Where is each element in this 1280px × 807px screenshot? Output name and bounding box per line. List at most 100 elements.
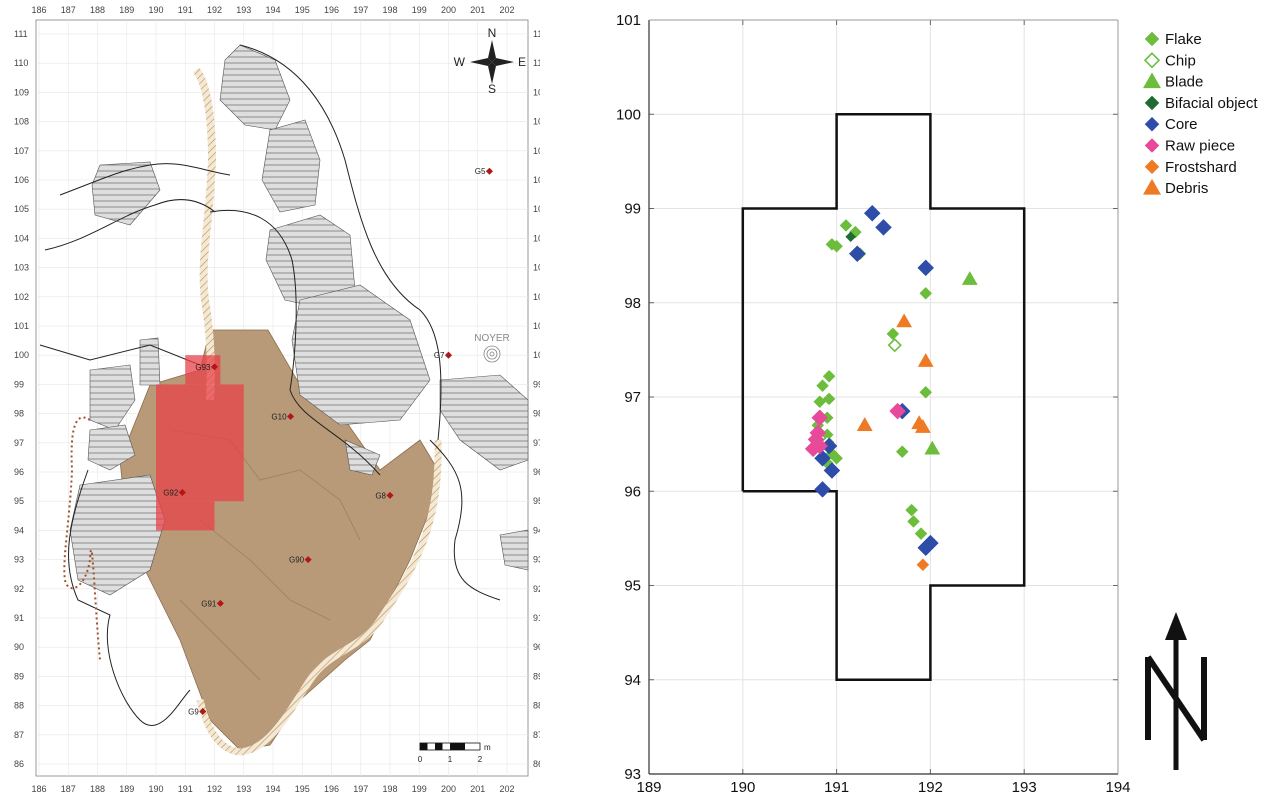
map-y-tick-label: 99: [14, 379, 24, 389]
north-arrow-icon: [1145, 612, 1207, 770]
data-point: [830, 239, 843, 253]
map-y-tick-label: 104: [533, 233, 540, 243]
map-y-tick-label: 90: [14, 642, 24, 652]
map-y-tick-label: 95: [14, 496, 24, 506]
map-y-tick-label: 92: [14, 584, 24, 594]
data-point: [848, 245, 866, 263]
y-tick-label: 99: [624, 201, 641, 218]
legend-marker: [1143, 52, 1161, 69]
legend-marker: [1144, 159, 1160, 175]
data-point: [830, 451, 843, 465]
map-x-ticks-top: 186 187 188 189 190 191 192 193 194 195 196 197 198 1…: [31, 5, 514, 15]
site-map-canvas: 186 187 188 189 190 191 192 193 194 195 196 197 198 1…: [14, 5, 548, 794]
map-x-tick-label: 197: [353, 5, 368, 15]
map-point-marker: [444, 351, 453, 359]
scale-bar: 0 1 2 m: [418, 742, 491, 764]
site-map: 186 187 188 189 190 191 192 193 194 195 196 197 198 1…: [0, 0, 548, 802]
map-y-tick-label: 102: [533, 292, 540, 302]
map-point-label: G90: [289, 556, 305, 565]
data-point: [875, 218, 892, 236]
legend-marker: [1143, 178, 1161, 195]
map-y-tick-label: 97: [533, 438, 540, 448]
map-point-label: G9: [188, 707, 199, 716]
excavation-squares: [156, 355, 244, 531]
artifact-plot-canvas: 189 190 191 192 193 194 93949596979899100101 …: [616, 12, 1258, 796]
data-point: [917, 259, 935, 277]
map-y-tick-label: 105: [533, 204, 540, 214]
data-point: [915, 419, 931, 433]
map-y-tick-label: 94: [533, 525, 540, 535]
map-x-tick-label: 191: [178, 5, 193, 15]
data-point: [919, 385, 933, 399]
map-y-tick-label: 87: [14, 730, 24, 740]
legend-marker: [1144, 138, 1160, 153]
y-tick-label: 96: [624, 483, 641, 500]
excavation-square: [156, 501, 215, 531]
map-y-tick-label: 102: [14, 292, 29, 302]
map-y-tick-label: 98: [14, 409, 24, 419]
data-point: [905, 503, 918, 517]
map-point-label: G8: [375, 491, 386, 500]
legend-label: Frostshard: [1165, 159, 1237, 176]
data-point: [895, 445, 909, 459]
y-axis-labels: 93 94 95 96 97 98 99 100 101: [616, 12, 641, 783]
legend-marker: [1144, 95, 1160, 111]
map-point-marker: [216, 599, 224, 607]
plot-axes: [648, 19, 1119, 775]
legend-marker: [1144, 31, 1160, 47]
map-x-tick-label: 195: [295, 5, 310, 15]
map-x-tick-label: 187: [61, 5, 76, 15]
map-point-marker: [210, 363, 219, 371]
data-point: [914, 527, 928, 541]
map-x-tick-label: 197: [353, 784, 368, 794]
map-y-tick-label: 89: [533, 671, 540, 681]
legend-label: Debris: [1165, 180, 1208, 197]
legend-label: Bifacial object: [1165, 95, 1258, 112]
map-y-tick-label: 93: [533, 555, 540, 565]
map-x-tick-label: 186: [31, 784, 46, 794]
map-x-tick-label: 193: [236, 5, 251, 15]
cliff-lines: [39, 44, 501, 727]
data-point: [856, 417, 873, 431]
x-axis-labels: 189 190 191 192 193 194: [636, 779, 1130, 796]
data-point: [839, 219, 853, 232]
map-point-label: G5: [475, 167, 486, 176]
map-x-tick-label: 195: [295, 784, 310, 794]
x-tick-label: 194: [1105, 779, 1130, 796]
compass-e-label: E: [518, 55, 526, 69]
map-x-tick-label: 200: [441, 5, 456, 15]
map-y-tick-label: 107: [14, 146, 29, 156]
y-tick-label: 94: [624, 672, 641, 689]
map-x-ticks-bottom: 186 187 188 189 190 191 192 193 194 195 196 197 198 1…: [31, 784, 514, 794]
map-y-tick-label: 103: [14, 263, 29, 273]
data-point: [924, 440, 941, 455]
map-y-tick-label: 91: [14, 613, 24, 623]
map-y-tick-label: 105: [14, 204, 29, 214]
map-point-marker: [304, 556, 312, 564]
excavation-square: [156, 384, 244, 502]
map-point-marker: [199, 707, 207, 715]
x-tick-label: 190: [730, 779, 755, 796]
map-x-tick-label: 194: [265, 5, 280, 15]
map-y-tick-label: 107: [533, 146, 540, 156]
map-y-tick-label: 106: [14, 175, 29, 185]
legend-label: Blade: [1165, 74, 1203, 91]
y-tick-label: 100: [616, 106, 641, 123]
data-point: [917, 353, 934, 367]
plot-points: [804, 204, 978, 572]
map-x-tick-label: 198: [382, 784, 397, 794]
legend-label: Raw piece: [1165, 138, 1235, 155]
y-tick-label: 97: [624, 389, 641, 406]
map-x-tick-label: 193: [236, 784, 251, 794]
data-point: [822, 369, 836, 383]
compass-w-label: W: [454, 55, 466, 69]
legend-marker: [1144, 116, 1160, 132]
y-tick-label: 95: [624, 578, 641, 595]
scale-label-2: 2: [478, 755, 483, 764]
data-point: [845, 231, 857, 243]
map-x-tick-label: 202: [499, 5, 514, 15]
map-x-tick-label: 187: [61, 784, 76, 794]
map-x-tick-label: 198: [382, 5, 397, 15]
compass-s-label: S: [488, 82, 496, 96]
compass-n-label: N: [488, 26, 497, 40]
